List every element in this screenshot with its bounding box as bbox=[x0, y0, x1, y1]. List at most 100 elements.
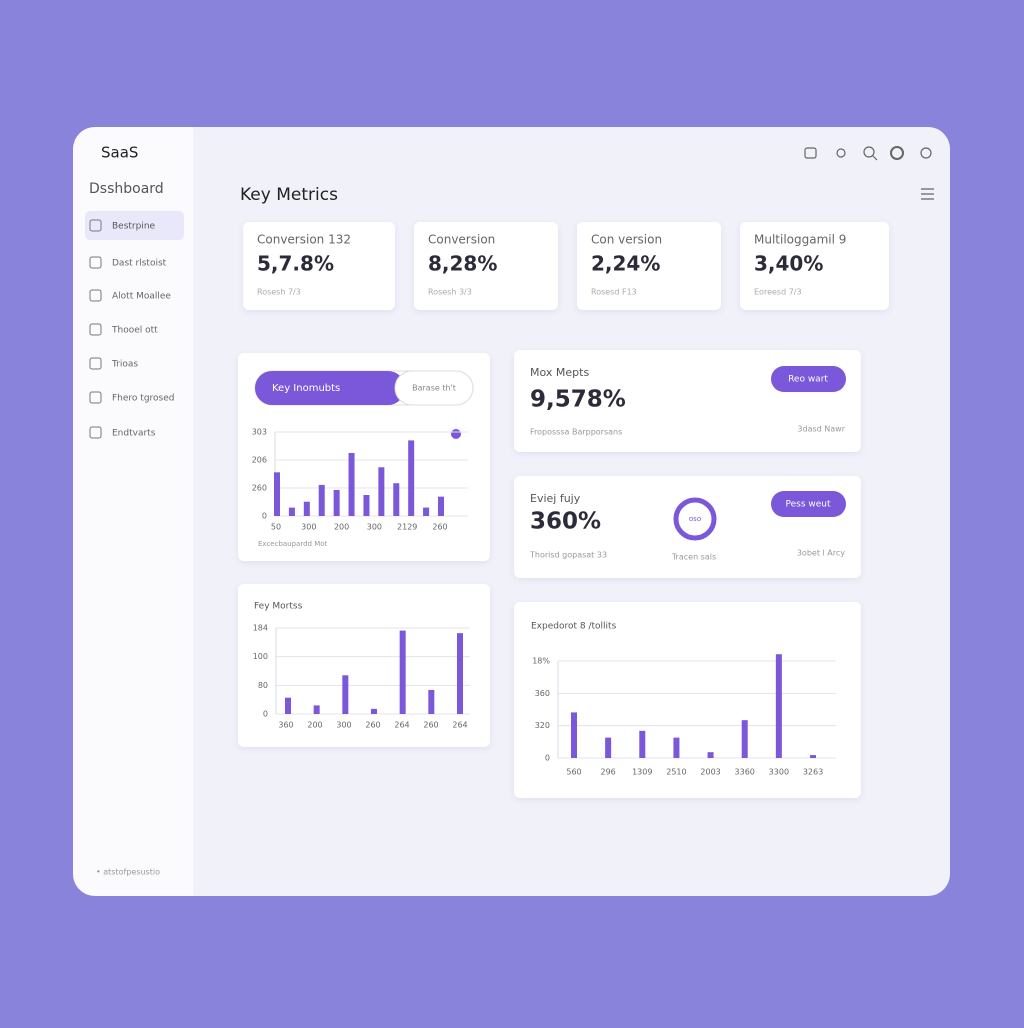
x-tick-label: 3300 bbox=[769, 768, 789, 777]
bar bbox=[428, 689, 435, 714]
bar bbox=[285, 697, 291, 714]
stat-value: 9,578% bbox=[530, 387, 626, 413]
bar bbox=[363, 495, 370, 516]
x-tick-label: 200 bbox=[334, 523, 349, 532]
x-tick-label: 2129 bbox=[397, 523, 417, 532]
chart-title: Fey Mortss bbox=[254, 602, 303, 612]
card bbox=[577, 222, 721, 310]
metric-value: 3,40% bbox=[754, 252, 823, 276]
nav-item[interactable]: Dast rlstoist bbox=[112, 259, 167, 269]
nav-item[interactable]: Bestrpine bbox=[112, 222, 156, 232]
button-label[interactable]: Pess weut bbox=[785, 500, 830, 510]
card bbox=[414, 222, 558, 310]
metric-label: Conversion bbox=[428, 233, 495, 247]
icon[interactable] bbox=[836, 148, 846, 158]
bar bbox=[342, 675, 349, 714]
toggle-active[interactable] bbox=[255, 371, 405, 405]
bar bbox=[741, 720, 748, 758]
nav-icon bbox=[89, 289, 102, 302]
nav-active[interactable] bbox=[85, 211, 184, 240]
sidebar bbox=[73, 127, 193, 896]
stat-side: 3dasd Nawr bbox=[797, 425, 845, 434]
y-tick-label: 0 bbox=[263, 710, 268, 719]
x-tick-label: 200 bbox=[307, 721, 322, 730]
x-tick-label: 260 bbox=[365, 721, 380, 730]
card bbox=[514, 602, 861, 798]
icon[interactable] bbox=[890, 146, 904, 160]
icon[interactable] bbox=[804, 147, 817, 159]
y-tick-label: 100 bbox=[253, 652, 268, 661]
dot bbox=[451, 429, 461, 439]
bar bbox=[457, 633, 463, 714]
bar bbox=[639, 730, 646, 758]
toggle-label[interactable]: Key Inomubts bbox=[272, 383, 340, 394]
x-tick-label: 50 bbox=[271, 523, 281, 532]
metric-value: 2,24% bbox=[591, 252, 660, 276]
x-tick-label: 300 bbox=[336, 721, 351, 730]
menu-icon[interactable] bbox=[921, 188, 934, 200]
bar bbox=[333, 489, 340, 516]
y-tick-label: 0 bbox=[545, 754, 550, 763]
stat-label: Mox Mepts bbox=[530, 366, 589, 379]
sidebar-title: Dsshboard bbox=[89, 181, 164, 197]
y-tick-label: 184 bbox=[253, 624, 268, 633]
nav-item[interactable]: Fhero tgrosed bbox=[112, 394, 174, 404]
icon[interactable] bbox=[863, 146, 875, 158]
chart-caption: Excecbaupardd Mot bbox=[258, 540, 328, 548]
bar bbox=[318, 484, 325, 516]
x-tick-label: 560 bbox=[566, 768, 581, 777]
stat-value: 360% bbox=[530, 509, 601, 535]
x-tick-label: 3263 bbox=[803, 768, 823, 777]
x-tick-label: 264 bbox=[394, 721, 409, 730]
x-tick-label: 260 bbox=[432, 523, 447, 532]
nav-item[interactable]: Trioas bbox=[111, 360, 138, 370]
metric-note: Rosesd F13 bbox=[591, 288, 637, 297]
bar bbox=[371, 708, 377, 714]
nav-icon bbox=[89, 357, 102, 370]
x-tick-label: 264 bbox=[452, 721, 467, 730]
button-label[interactable]: Reo wart bbox=[788, 375, 828, 385]
stat-label: Eviej fujy bbox=[530, 492, 581, 505]
bar bbox=[423, 507, 430, 516]
metric-value: 5,7.8% bbox=[257, 252, 334, 276]
nav-item[interactable]: Alott Moallee bbox=[112, 292, 171, 302]
toggle-label[interactable]: Barase th't bbox=[412, 384, 456, 393]
bar bbox=[288, 507, 295, 516]
metric-value: 8,28% bbox=[428, 252, 497, 276]
page-title: Key Metrics bbox=[240, 185, 338, 205]
bar bbox=[571, 712, 577, 758]
button[interactable] bbox=[771, 366, 846, 392]
bar bbox=[274, 472, 280, 516]
icon[interactable] bbox=[920, 147, 932, 159]
nav-icon bbox=[89, 426, 102, 439]
ring-note: Tracen sals bbox=[671, 553, 716, 562]
y-tick-label: 260 bbox=[252, 484, 267, 493]
bar bbox=[775, 654, 782, 758]
button[interactable] bbox=[771, 491, 846, 517]
x-tick-label: 2510 bbox=[666, 768, 686, 777]
bar bbox=[605, 737, 612, 758]
nav-item[interactable]: Thooel ott bbox=[111, 326, 158, 336]
y-tick-label: 18% bbox=[532, 657, 550, 666]
y-tick-label: 360 bbox=[535, 689, 550, 698]
nav-icon bbox=[89, 391, 102, 404]
y-tick-label: 206 bbox=[252, 456, 267, 465]
x-tick-label: 300 bbox=[301, 523, 316, 532]
bar bbox=[810, 755, 816, 758]
chart-title: Expedorot 8 /tollits bbox=[531, 622, 617, 632]
bar bbox=[303, 501, 310, 516]
nav-icon bbox=[89, 256, 102, 269]
stat-note: Thorisd gopasat 33 bbox=[529, 551, 607, 560]
toggle-inactive[interactable] bbox=[394, 370, 474, 406]
x-tick-label: 260 bbox=[423, 721, 438, 730]
x-tick-label: 1309 bbox=[632, 768, 652, 777]
x-tick-label: 2003 bbox=[700, 768, 720, 777]
nav-item[interactable]: Endtvarts bbox=[112, 429, 156, 439]
ring bbox=[673, 497, 717, 541]
metric-label: Multiloggamil 9 bbox=[754, 233, 846, 247]
y-tick-label: 80 bbox=[258, 681, 268, 690]
card bbox=[243, 222, 395, 310]
bar bbox=[348, 453, 355, 516]
stat-note: Froposssa Barpporsans bbox=[530, 428, 622, 437]
